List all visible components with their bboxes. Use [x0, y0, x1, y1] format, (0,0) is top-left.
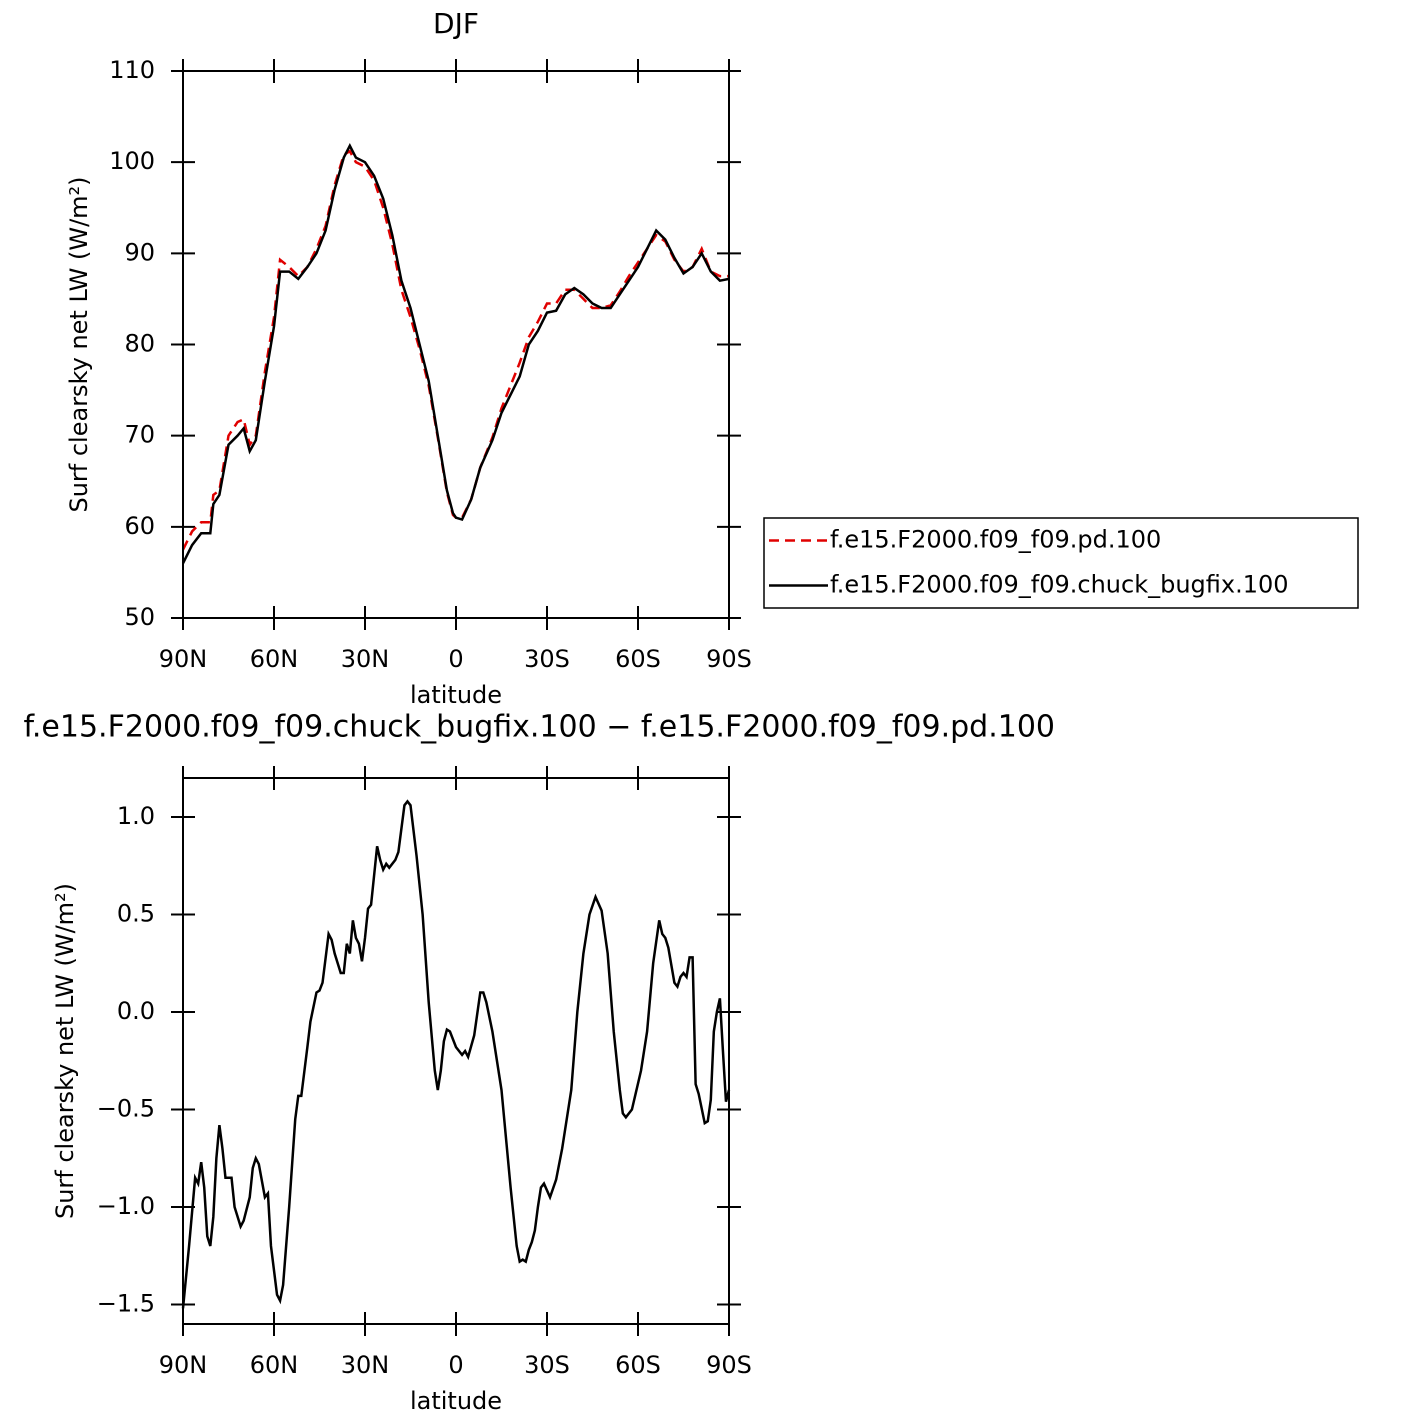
plot-frame	[182, 777, 730, 1325]
y-tick-label: 0.0	[117, 997, 155, 1025]
legend-label: f.e15.F2000.f09_f09.chuck_bugfix.100	[830, 571, 1289, 599]
y-tick-label: 1.0	[117, 802, 155, 830]
y-tick-label: −0.5	[97, 1095, 155, 1123]
y-tick-label: 50	[124, 603, 155, 631]
plot-frame	[182, 70, 730, 619]
x-tick-label: 90N	[159, 645, 208, 673]
data-line	[181, 799, 731, 1309]
x-tick-label: 30S	[524, 1351, 570, 1379]
y-tick-label: −1.0	[97, 1192, 155, 1220]
y-tick-label: 60	[124, 512, 155, 540]
legend-label: f.e15.F2000.f09_f09.pd.100	[830, 526, 1161, 554]
y-tick-label: 70	[124, 421, 155, 449]
x-axis-label: latitude	[410, 1387, 502, 1415]
x-tick-label: 90S	[706, 1351, 752, 1379]
y-axis-label: Surf clearsky net LW (W/m²)	[65, 176, 93, 512]
x-tick-label: 90S	[706, 645, 752, 673]
x-tick-label: 90N	[159, 1351, 208, 1379]
y-axis-label: Surf clearsky net LW (W/m²)	[51, 883, 79, 1219]
data-line	[181, 143, 730, 564]
x-tick-label: 60N	[250, 645, 299, 673]
chart-title: DJF	[433, 7, 479, 40]
y-tick-label: 0.5	[117, 900, 155, 928]
data-line	[181, 149, 729, 551]
legend-box	[763, 517, 1359, 609]
chart-title: f.e15.F2000.f09_f09.chuck_bugfix.100 − f…	[24, 710, 1055, 745]
y-tick-label: 100	[109, 147, 155, 175]
y-tick-label: 110	[109, 56, 155, 84]
x-tick-label: 60S	[615, 645, 661, 673]
x-tick-label: 60N	[250, 1351, 299, 1379]
x-tick-label: 0	[448, 645, 463, 673]
x-tick-label: 60S	[615, 1351, 661, 1379]
y-tick-label: 80	[124, 330, 155, 358]
x-axis-label: latitude	[410, 681, 502, 709]
x-tick-label: 0	[448, 1351, 463, 1379]
x-tick-label: 30S	[524, 645, 570, 673]
y-tick-label: −1.5	[97, 1290, 155, 1318]
x-tick-label: 30N	[341, 645, 390, 673]
x-tick-label: 30N	[341, 1351, 390, 1379]
y-tick-label: 90	[124, 238, 155, 266]
